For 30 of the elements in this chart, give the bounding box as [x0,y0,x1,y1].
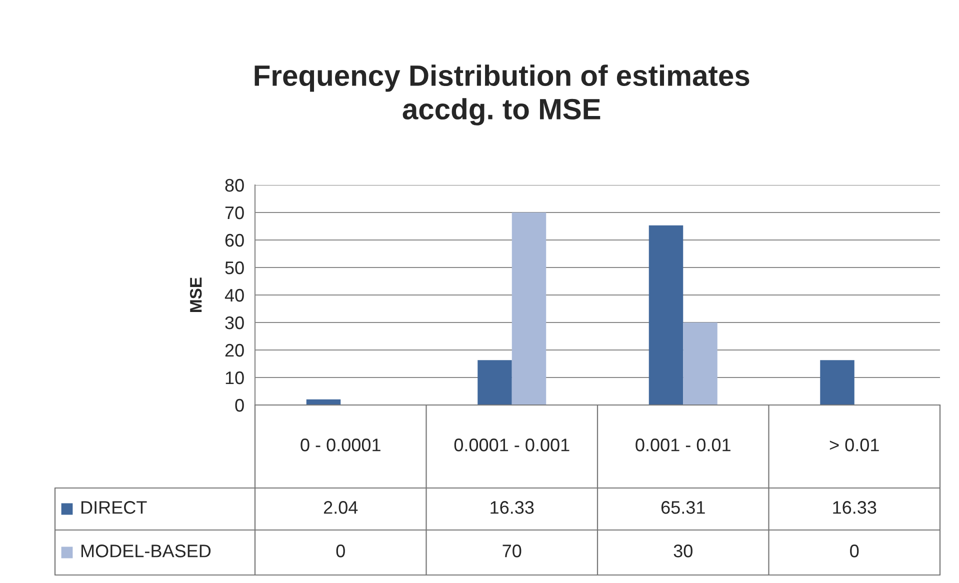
legend-label: MODEL-BASED [81,544,211,558]
x-tick-label: 0.0001 - 0.001 [454,438,570,452]
x-tick-label: 0 - 0.0001 [300,438,380,452]
y-tick-label: 30 [225,316,244,330]
chart-title: Frequency Distribution of estimates accdg. to MSE [254,64,750,126]
data-label: 0 [336,544,345,558]
y-tick-label: 80 [225,178,244,192]
y-axis-title: MSE [190,278,202,312]
data-label: 16.33 [833,501,876,514]
y-tick-label: 40 [224,288,244,302]
y-tick-label: 0 [235,398,244,412]
bar [478,360,512,405]
x-tick-label: > 0.01 [830,438,879,452]
y-tick-label: 50 [225,261,244,274]
bar [648,225,684,405]
legend-label: DIRECT [81,501,147,514]
y-tick-label: 20 [225,344,244,357]
bar [683,322,718,405]
data-label: 2.04 [324,501,358,514]
data-label: 16.33 [490,501,534,514]
data-label: 0 [850,544,859,558]
y-tick-label: 10 [226,371,244,384]
bar [512,212,546,405]
x-tick-label: 0.001 - 0.01 [636,438,730,452]
bar [820,360,854,405]
y-tick-label: 70 [225,206,244,220]
data-label: 30 [674,544,692,558]
data-label: 70 [502,544,522,558]
y-tick-label: 60 [225,234,244,247]
data-label: 65.31 [661,501,705,514]
